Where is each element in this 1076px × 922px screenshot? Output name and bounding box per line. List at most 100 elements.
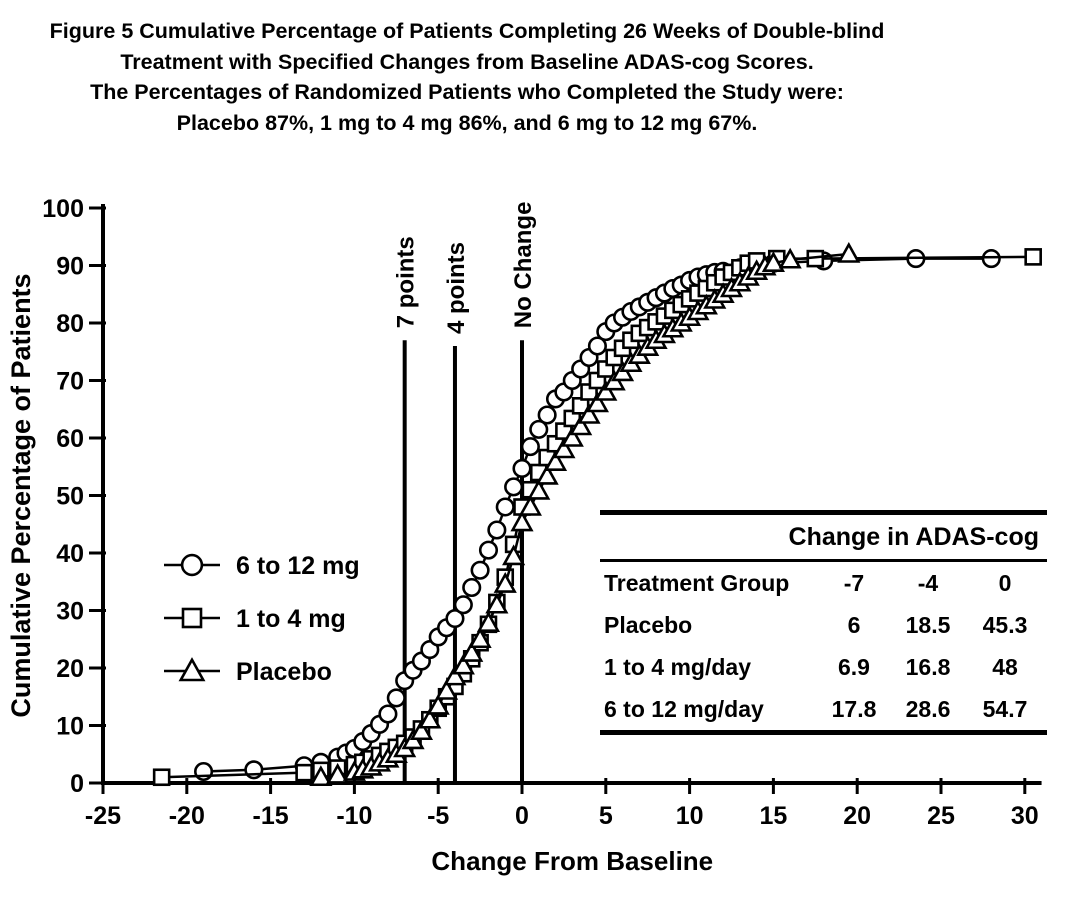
x-tick-label: -5: [427, 802, 449, 830]
y-tick-label: 70: [56, 368, 84, 396]
triangle-marker: [502, 544, 526, 566]
square-marker: [295, 763, 313, 782]
y-axis-title: Cumulative Percentage of Patients: [6, 273, 36, 717]
x-tick-label: -25: [85, 802, 121, 830]
triangle-marker: [309, 765, 333, 787]
y-tick-label: 30: [56, 598, 84, 626]
triangle-marker: [560, 426, 584, 447]
legend: 6 to 12 mg 1 to 4 mg Placebo: [164, 552, 360, 686]
inset-table-row: 6 to 12 mg/day 17.8 28.6 54.7: [600, 688, 1047, 730]
y-tick-label: 50: [56, 483, 84, 511]
treatment-group-cell: Placebo: [604, 611, 693, 638]
value-cell: 28.6: [905, 695, 951, 722]
triangle-marker: [468, 627, 492, 649]
triangle-marker: [443, 664, 467, 686]
triangle-marker: [535, 463, 559, 485]
triangle-marker: [594, 380, 618, 401]
circle-marker: [512, 458, 532, 479]
treatment-group-cell: 1 to 4 mg/day: [604, 653, 751, 680]
circle-marker: [378, 704, 398, 724]
circle-marker: [495, 497, 515, 517]
circle-marker: [462, 578, 482, 598]
triangle-marker: [485, 592, 509, 614]
legend-item-placebo: Placebo: [164, 657, 332, 686]
figure-title-line-4: Placebo 87%, 1 mg to 4 mg 86%, and 6 mg …: [176, 110, 758, 135]
value-cell: 48: [992, 653, 1018, 680]
legend-item-1-to-4-mg: 1 to 4 mg: [164, 605, 346, 633]
treatment-group-cell: Treatment Group: [604, 569, 790, 596]
y-tick-label: 10: [56, 713, 84, 741]
triangle-marker: [510, 510, 534, 532]
circle-marker: [470, 560, 490, 580]
x-tick-label: 0: [515, 802, 529, 830]
circle-marker: [520, 437, 540, 457]
x-tick-label: 20: [843, 802, 871, 830]
triangle-marker: [569, 414, 593, 436]
reference-line-label: 4 points: [443, 242, 470, 334]
triangle-marker: [326, 762, 350, 784]
square-marker: [1024, 248, 1042, 266]
reference-line-label: 7 points: [393, 236, 420, 328]
value-cell: -4: [917, 569, 939, 596]
x-tick-label: 25: [927, 802, 955, 830]
legend-label: 1 to 4 mg: [236, 605, 346, 633]
triangle-marker: [493, 572, 517, 593]
triangle-marker: [585, 391, 610, 413]
y-tick-label: 90: [56, 253, 84, 281]
value-cell: 0: [998, 569, 1012, 596]
x-tick-label: -10: [336, 802, 372, 830]
reference-line-label: No Change: [510, 202, 537, 329]
treatment-group-cell: 6 to 12 mg/day: [604, 695, 764, 722]
y-tick-label: 40: [56, 540, 84, 568]
value-cell: 18.5: [905, 611, 951, 638]
circle-marker: [478, 540, 499, 560]
circle-marker: [981, 249, 1001, 269]
y-tick-label: 0: [70, 770, 84, 798]
inset-table-row: Placebo 6 18.5 45.3: [600, 604, 1047, 646]
value-cell: 45.3: [982, 611, 1028, 638]
y-tick-label: 20: [56, 655, 84, 683]
figure-title-line-3: The Percentages of Randomized Patients w…: [90, 80, 844, 105]
triangle-marker: [527, 478, 551, 500]
inset-table-body: Treatment Group -7 -4 0 Placebo 6 18.5 45.3 1 to…: [600, 562, 1047, 730]
y-tick-label: 80: [56, 310, 84, 338]
value-cell: 6.9: [838, 653, 870, 680]
series-placebo: [309, 242, 861, 787]
x-tick-label: -15: [253, 802, 289, 830]
triangle-marker: [418, 707, 442, 729]
x-tick-label: 10: [676, 802, 704, 830]
circle-marker: [445, 609, 465, 629]
x-tick-label: 5: [599, 802, 613, 830]
circle-marker: [453, 595, 473, 615]
inset-table: Change in ADAS-cog Treatment Group -7 -4 0 P…: [600, 510, 1047, 736]
triangle-marker: [460, 641, 484, 662]
circle-marker: [504, 477, 524, 497]
circle-marker: [529, 419, 549, 439]
legend-label: Placebo: [236, 658, 332, 686]
legend-label: 6 to 12 mg: [236, 552, 360, 580]
circle-legend-icon: [180, 553, 204, 577]
value-cell: 54.7: [982, 695, 1028, 722]
x-tick-label: 15: [759, 802, 787, 830]
inset-table-column-header-row: Treatment Group -7 -4 0: [600, 562, 1047, 604]
triangle-marker: [577, 403, 601, 424]
legend-item-6-to-12-mg: 6 to 12 mg: [164, 552, 360, 580]
square-legend-icon: [181, 607, 203, 629]
y-tick-label: 60: [56, 425, 84, 453]
square-marker: [152, 768, 171, 787]
circle-marker: [487, 520, 507, 540]
figure-title: Figure 5 Cumulative Percentage of Patien…: [2, 0, 932, 138]
x-tick-label: -20: [169, 802, 205, 830]
inset-table-title: Change in ADAS-cog: [600, 515, 1047, 563]
triangle-marker: [778, 247, 802, 269]
triangle-marker: [426, 693, 450, 715]
value-cell: 6: [847, 611, 861, 638]
circle-marker: [386, 688, 406, 708]
value-cell: -7: [843, 569, 865, 596]
triangle-marker: [518, 495, 542, 516]
value-cell: 17.8: [831, 695, 877, 722]
triangle-marker: [476, 611, 501, 633]
circle-marker: [587, 336, 607, 356]
inset-table-row: 1 to 4 mg/day 6.9 16.8 48: [600, 646, 1047, 688]
